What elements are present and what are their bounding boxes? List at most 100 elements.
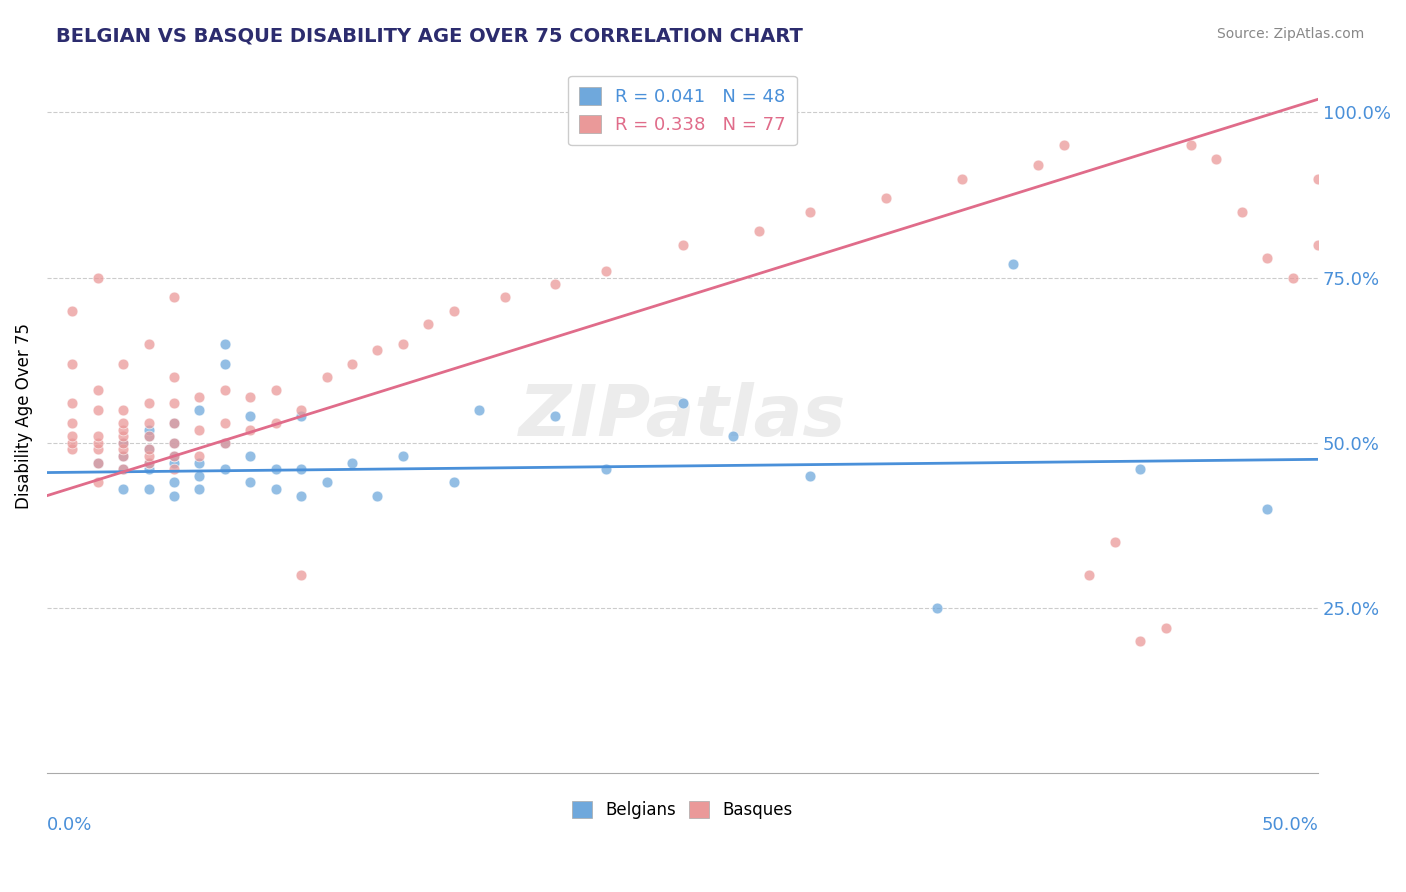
Point [264, 462, 287, 476]
Legend: Belgians, Basques: Belgians, Basques [562, 791, 803, 829]
Point [112, 442, 135, 457]
Point [214, 435, 236, 450]
Point [138, 423, 160, 437]
Point [799, 204, 821, 219]
Point [1002, 257, 1025, 271]
Point [315, 475, 337, 490]
Text: BELGIAN VS BASQUE DISABILITY AGE OVER 75 CORRELATION CHART: BELGIAN VS BASQUE DISABILITY AGE OVER 75… [56, 27, 803, 45]
Point [87, 435, 110, 450]
Point [214, 462, 236, 476]
Point [239, 390, 262, 404]
Text: Source: ZipAtlas.com: Source: ZipAtlas.com [1216, 27, 1364, 41]
Point [290, 462, 312, 476]
Point [214, 435, 236, 450]
Point [1205, 152, 1227, 166]
Point [239, 409, 262, 424]
Point [87, 456, 110, 470]
Point [138, 482, 160, 496]
Point [60, 396, 83, 410]
Point [112, 435, 135, 450]
Point [595, 462, 617, 476]
Point [214, 336, 236, 351]
Point [60, 429, 83, 443]
Point [950, 171, 973, 186]
Point [112, 435, 135, 450]
Point [264, 416, 287, 430]
Point [112, 357, 135, 371]
Point [112, 402, 135, 417]
Point [544, 277, 567, 292]
Point [443, 475, 465, 490]
Point [671, 396, 693, 410]
Point [188, 456, 211, 470]
Point [799, 468, 821, 483]
Point [214, 383, 236, 397]
Point [163, 435, 186, 450]
Point [87, 270, 110, 285]
Point [366, 489, 388, 503]
Point [112, 449, 135, 463]
Point [925, 601, 948, 615]
Point [87, 456, 110, 470]
Point [60, 357, 83, 371]
Point [723, 429, 745, 443]
Point [138, 442, 160, 457]
Point [494, 290, 516, 304]
Point [875, 191, 897, 205]
Point [112, 416, 135, 430]
Point [443, 303, 465, 318]
Point [264, 482, 287, 496]
Point [1256, 251, 1278, 265]
Point [87, 402, 110, 417]
Point [163, 489, 186, 503]
Point [112, 423, 135, 437]
Point [544, 409, 567, 424]
Point [138, 429, 160, 443]
Point [1308, 237, 1330, 252]
Point [87, 442, 110, 457]
Point [392, 336, 415, 351]
Point [87, 475, 110, 490]
Point [239, 475, 262, 490]
Point [1053, 138, 1076, 153]
Point [264, 383, 287, 397]
Point [138, 416, 160, 430]
Point [290, 489, 312, 503]
Point [1078, 568, 1101, 582]
Point [163, 290, 186, 304]
Point [1129, 462, 1152, 476]
Point [315, 369, 337, 384]
Point [138, 442, 160, 457]
Point [1104, 535, 1126, 549]
Point [214, 416, 236, 430]
Point [239, 449, 262, 463]
Y-axis label: Disability Age Over 75: Disability Age Over 75 [15, 324, 32, 509]
Point [290, 568, 312, 582]
Point [163, 369, 186, 384]
Point [60, 442, 83, 457]
Point [1028, 158, 1050, 172]
Text: ZIPatlas: ZIPatlas [519, 382, 846, 450]
Point [163, 416, 186, 430]
Point [340, 357, 363, 371]
Point [1129, 634, 1152, 648]
Point [748, 224, 770, 238]
Point [163, 416, 186, 430]
Point [188, 423, 211, 437]
Point [138, 396, 160, 410]
Point [60, 435, 83, 450]
Point [163, 462, 186, 476]
Point [112, 462, 135, 476]
Point [595, 264, 617, 278]
Text: 50.0%: 50.0% [1261, 816, 1319, 834]
Point [188, 482, 211, 496]
Point [138, 456, 160, 470]
Point [188, 449, 211, 463]
Point [163, 396, 186, 410]
Point [112, 429, 135, 443]
Point [138, 336, 160, 351]
Point [188, 402, 211, 417]
Point [138, 429, 160, 443]
Point [1281, 270, 1303, 285]
Point [418, 317, 440, 331]
